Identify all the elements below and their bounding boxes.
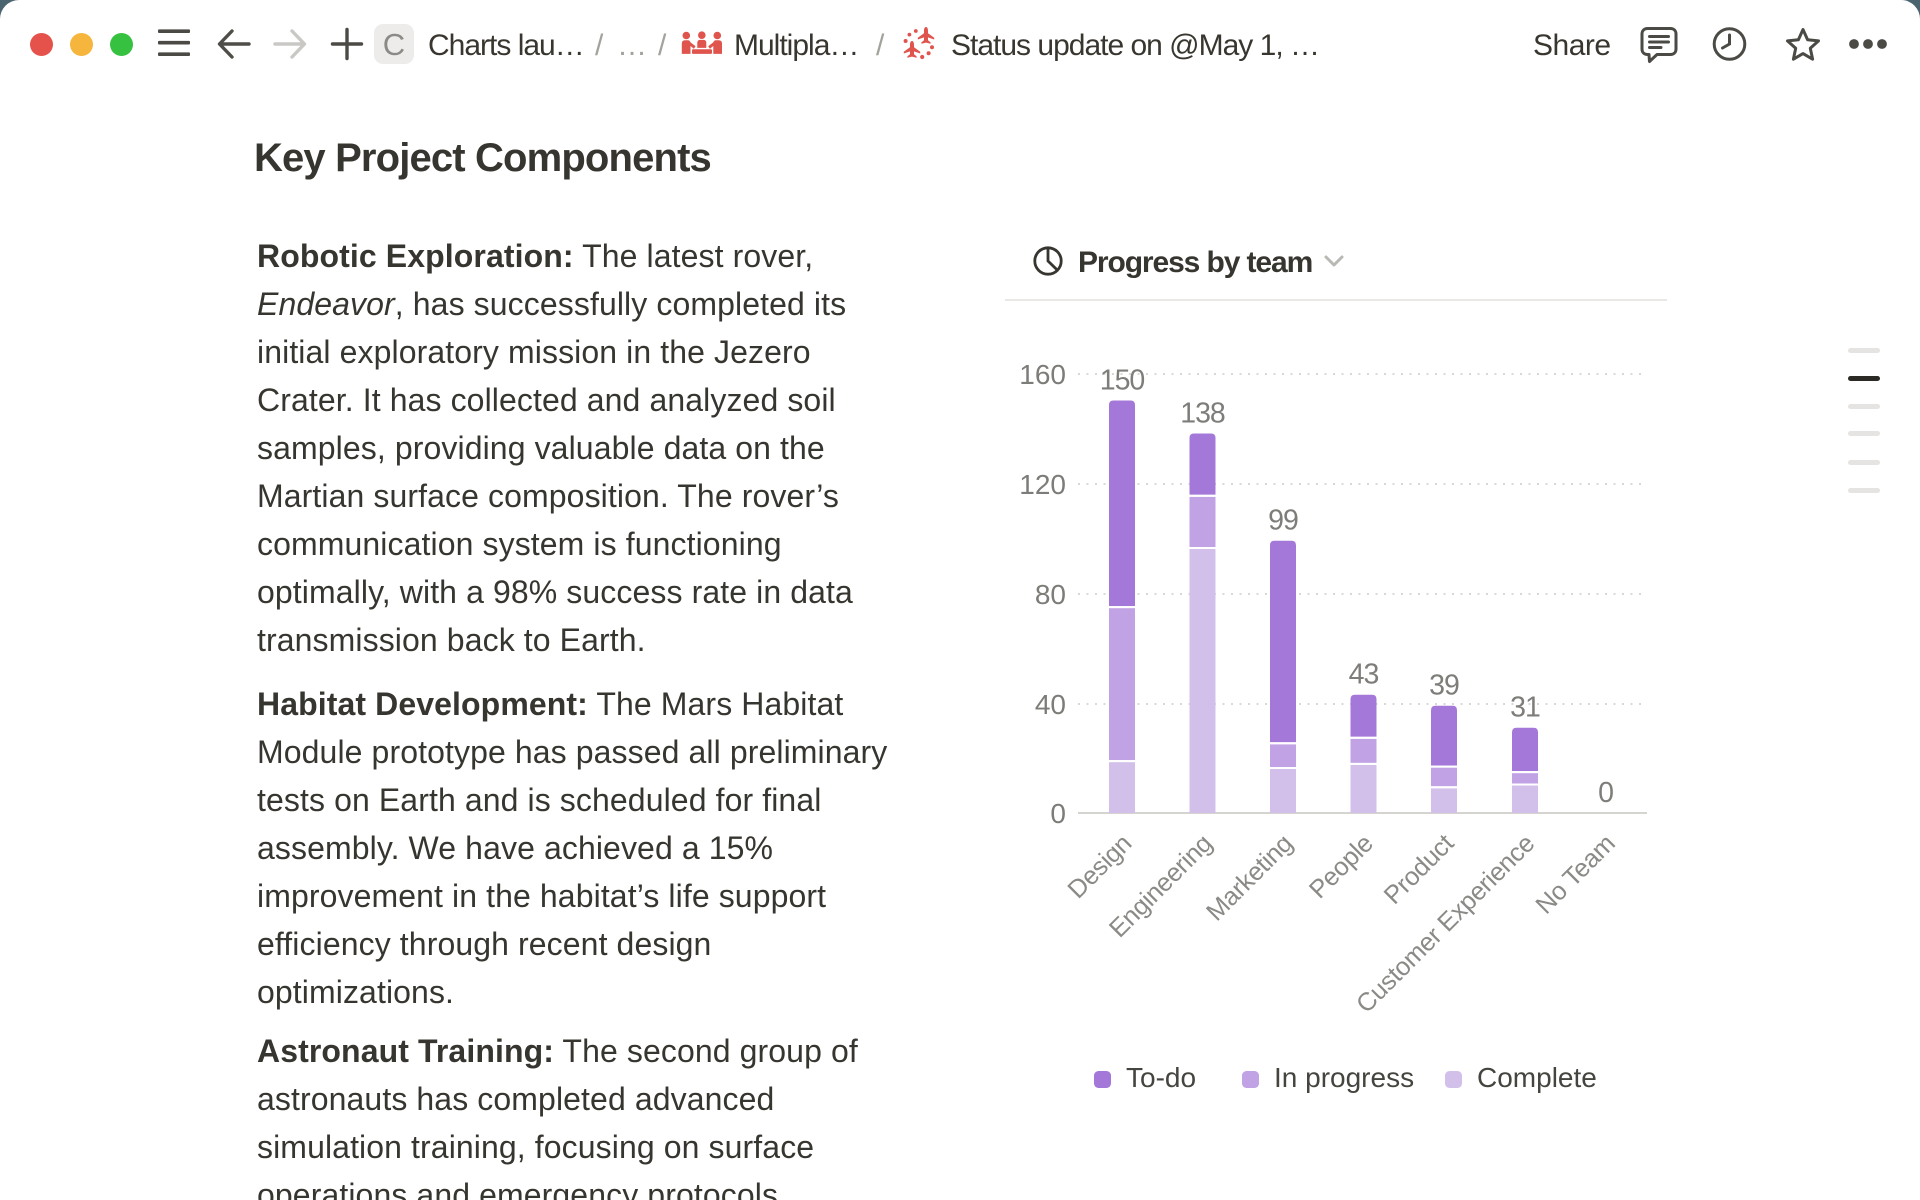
svg-text:31: 31 xyxy=(1510,692,1540,724)
svg-text:0: 0 xyxy=(1050,798,1066,829)
svg-text:No Team: No Team xyxy=(1531,829,1621,919)
svg-text:150: 150 xyxy=(1100,365,1145,397)
svg-text:0: 0 xyxy=(1598,777,1613,809)
svg-text:120: 120 xyxy=(1019,469,1066,500)
svg-text:To-do: To-do xyxy=(1126,1062,1196,1093)
svg-text:Complete: Complete xyxy=(1477,1062,1597,1093)
svg-text:80: 80 xyxy=(1035,579,1066,610)
svg-text:Progress by team: Progress by team xyxy=(1078,246,1312,279)
svg-text:40: 40 xyxy=(1035,689,1066,720)
svg-text:Product: Product xyxy=(1379,829,1460,910)
svg-text:43: 43 xyxy=(1349,659,1379,691)
svg-text:Design: Design xyxy=(1063,829,1138,904)
svg-text:39: 39 xyxy=(1429,670,1459,702)
svg-text:People: People xyxy=(1304,829,1379,904)
svg-text:160: 160 xyxy=(1019,359,1066,390)
svg-text:138: 138 xyxy=(1180,398,1225,430)
svg-text:Marketing: Marketing xyxy=(1201,829,1298,926)
svg-text:In progress: In progress xyxy=(1274,1062,1414,1093)
svg-text:99: 99 xyxy=(1268,505,1298,537)
